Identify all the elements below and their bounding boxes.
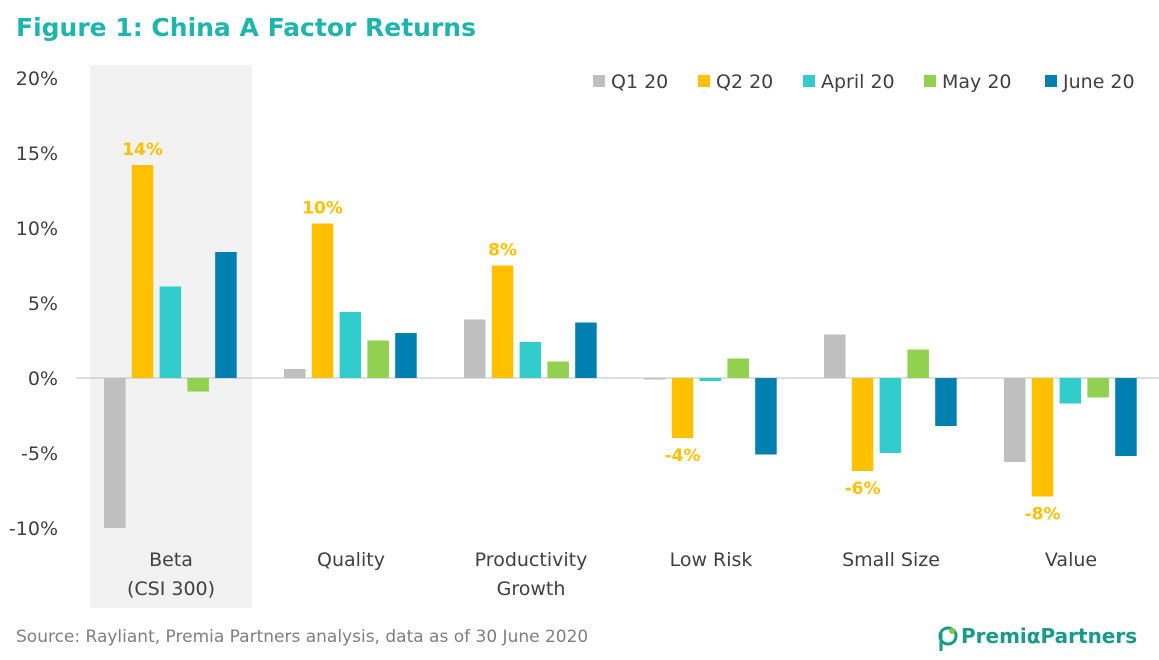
bar [907,349,929,378]
bar [104,378,126,528]
legend-label: June 20 [1062,71,1135,93]
bar [755,378,777,455]
bar [1059,378,1082,404]
bar [575,322,597,378]
y-tick-label: -5% [21,443,58,465]
y-tick-label: -10% [9,518,58,540]
legend-label: Q1 20 [611,71,668,93]
legend-swatch [698,75,710,87]
bar [851,378,874,471]
bars-layer [104,165,1137,528]
y-tick-label: 20% [16,68,58,90]
data-label: -8% [1025,505,1061,525]
bar [547,361,569,378]
legend-swatch [1045,75,1057,87]
y-axis: 20% 15% 10% 5% 0% -5% -10% [9,68,58,540]
source-note: Source: Rayliant, Premia Partners analys… [16,627,588,647]
bar [727,358,749,378]
chart-title: Figure 1: China A Factor Returns [16,13,476,42]
bar [311,223,334,378]
bar [395,333,417,378]
legend-label: Q2 20 [716,71,773,93]
category-label: Small Size [842,549,940,571]
bar [1087,378,1109,398]
data-labels-layer: 14% 10% 8% -4% -6% -8% [122,140,1060,525]
bar [1115,378,1137,456]
legend-label: April 20 [821,71,895,93]
category-label: Productivity [475,549,588,571]
bar [187,378,209,392]
bar [644,378,666,380]
bar [284,369,306,378]
data-label: 14% [122,140,163,160]
category-label: Growth [497,578,566,600]
legend: Q1 20 Q2 20 April 20 May 20 June 20 [593,71,1135,93]
premia-logo-icon [938,626,958,651]
y-tick-label: 0% [28,368,58,390]
bar [671,378,694,438]
bar [339,312,362,378]
bar [879,378,902,453]
bar [491,265,514,378]
bar [159,286,182,378]
bar [519,342,542,378]
data-label: -4% [665,446,701,466]
bar [215,252,237,378]
category-label: (CSI 300) [127,578,215,600]
category-label: Low Risk [670,549,753,571]
legend-swatch [593,75,605,87]
x-axis: Beta (CSI 300) Quality Productivity Growth Lo… [127,549,1097,600]
bar [699,378,722,381]
y-tick-label: 5% [28,293,58,315]
bar [935,378,957,426]
bar [131,165,154,378]
y-tick-label: 15% [16,143,58,165]
legend-swatch [803,75,815,87]
legend-swatch [924,75,936,87]
bar [367,340,389,378]
category-label: Quality [317,549,385,571]
category-label: Value [1045,549,1097,571]
y-tick-label: 10% [16,218,58,240]
data-label: 10% [302,199,343,219]
category-label: Beta [149,549,193,571]
bar [824,334,846,378]
bar [464,319,486,378]
data-label: -6% [845,479,881,499]
brand-name: PremiαPartners [961,624,1137,648]
data-label: 8% [488,241,517,261]
bar [1031,378,1054,497]
bar [1004,378,1026,462]
brand-logo: PremiαPartners [938,624,1137,651]
legend-label: May 20 [942,71,1012,93]
